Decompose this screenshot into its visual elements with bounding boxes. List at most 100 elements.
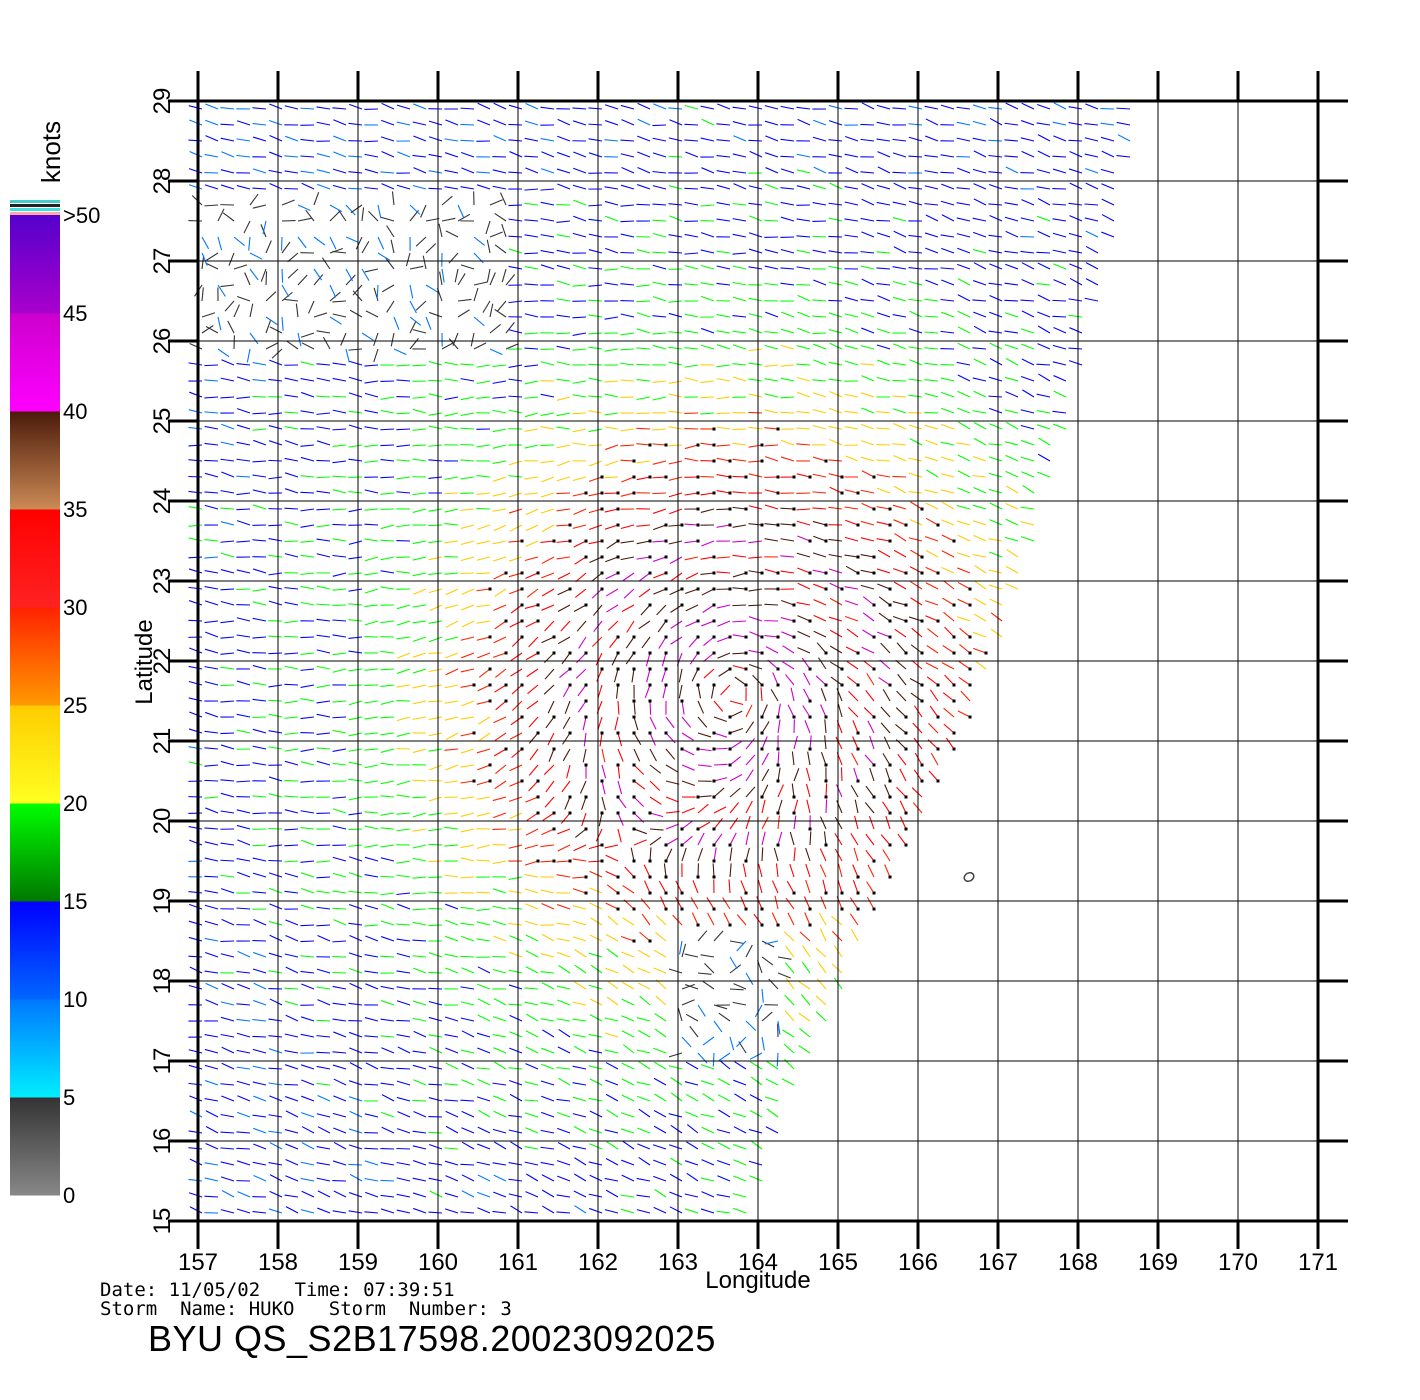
- wind-barb: [973, 437, 987, 446]
- wind-barb: [748, 348, 763, 352]
- wind-barb: [508, 1193, 523, 1198]
- wind-barb: [770, 688, 779, 702]
- wind-barb: [313, 192, 320, 206]
- wind-barb: [508, 460, 523, 466]
- wind-barb: [297, 274, 308, 286]
- wind-barb: [236, 858, 251, 862]
- wind-barb: [348, 1144, 363, 1150]
- wind-barb: [269, 887, 283, 894]
- wind-barb: [641, 913, 651, 926]
- wind-barb: [828, 104, 843, 110]
- wind-barb: [444, 540, 459, 544]
- wind-barb: [316, 121, 331, 126]
- wind-barb: [860, 569, 875, 574]
- rain-flag: [888, 635, 892, 639]
- wind-barb: [813, 630, 827, 638]
- rain-flag: [488, 587, 492, 591]
- wind-barb: [329, 284, 337, 298]
- wind-barb: [236, 970, 251, 974]
- rain-flag: [712, 635, 716, 639]
- wind-barb: [620, 265, 635, 270]
- y-tick-label: 15: [149, 1208, 176, 1235]
- wind-barb: [460, 186, 475, 190]
- rain-flag: [648, 539, 652, 543]
- rain-flag: [680, 523, 684, 527]
- wind-barb: [284, 1064, 299, 1070]
- wind-barb: [428, 425, 443, 430]
- wind-barb: [638, 572, 651, 582]
- wind-barb: [620, 524, 635, 530]
- wind-barb: [892, 408, 907, 414]
- rain-flag: [776, 427, 780, 431]
- wind-barb: [361, 332, 374, 341]
- wind-barb: [656, 604, 667, 616]
- wind-barb: [577, 700, 587, 713]
- wind-barb: [508, 104, 523, 110]
- wind-barb: [716, 184, 731, 190]
- wind-barb: [217, 236, 223, 251]
- wind-barb: [1085, 230, 1099, 238]
- wind-barb: [332, 395, 347, 398]
- wind-barb: [765, 646, 779, 654]
- rain-flag: [872, 555, 876, 559]
- wind-barb: [892, 201, 907, 206]
- wind-barb: [348, 490, 363, 494]
- wind-barb: [252, 168, 267, 174]
- wind-barb: [460, 986, 475, 990]
- rain-flag: [712, 459, 716, 463]
- wind-barb: [556, 985, 571, 990]
- wind-barb: [493, 524, 507, 532]
- wind-barb: [540, 188, 555, 191]
- rain-flag: [904, 843, 908, 847]
- wind-barb: [300, 698, 315, 702]
- wind-barb: [316, 1019, 331, 1022]
- wind-barb: [669, 1191, 683, 1198]
- wind-barb: [572, 412, 587, 415]
- wind-barb: [876, 568, 891, 574]
- wind-barb: [268, 1130, 283, 1134]
- wind-barb: [460, 1049, 475, 1054]
- wind-barb: [444, 492, 459, 495]
- wind-barb: [364, 716, 379, 720]
- wind-barb: [205, 631, 219, 638]
- x-tick-label: 159: [338, 1249, 378, 1276]
- wind-barb: [748, 378, 763, 382]
- wind-barb: [412, 121, 427, 126]
- wind-barb: [669, 1206, 683, 1214]
- wind-barb: [236, 1049, 251, 1054]
- wind-barb: [333, 1078, 347, 1086]
- wind-barb: [824, 735, 827, 750]
- wind-barb: [524, 120, 539, 126]
- wind-barb: [204, 1098, 219, 1102]
- wind-barb: [713, 716, 728, 723]
- wind-barb: [1068, 360, 1083, 366]
- wind-barb: [573, 508, 587, 516]
- wind-barb: [412, 329, 427, 334]
- wind-barb: [925, 615, 939, 622]
- wind-barb: [973, 262, 987, 270]
- wind-barb: [1053, 279, 1067, 286]
- rain-flag: [680, 587, 684, 591]
- rain-flag: [552, 827, 556, 831]
- rain-flag: [904, 747, 908, 751]
- wind-barb: [716, 508, 731, 511]
- wind-barb: [556, 540, 571, 543]
- wind-barb: [332, 748, 347, 752]
- wind-barb: [284, 1000, 299, 1006]
- wind-barb: [607, 915, 619, 926]
- wind-barb: [732, 121, 747, 126]
- wind-barb: [1004, 536, 1019, 542]
- wind-barb: [649, 732, 656, 746]
- wind-barb: [201, 325, 214, 334]
- colorbar-band: [10, 705, 60, 804]
- wind-barb: [764, 344, 779, 350]
- wind-barb: [348, 348, 363, 351]
- wind-barb: [588, 204, 603, 207]
- wind-barb: [941, 501, 955, 510]
- wind-barb: [834, 816, 843, 830]
- wind-barb: [605, 1158, 619, 1166]
- wind-barb: [428, 907, 443, 910]
- wind-barb: [332, 907, 347, 910]
- rain-flag: [776, 635, 780, 639]
- wind-barb: [989, 502, 1003, 510]
